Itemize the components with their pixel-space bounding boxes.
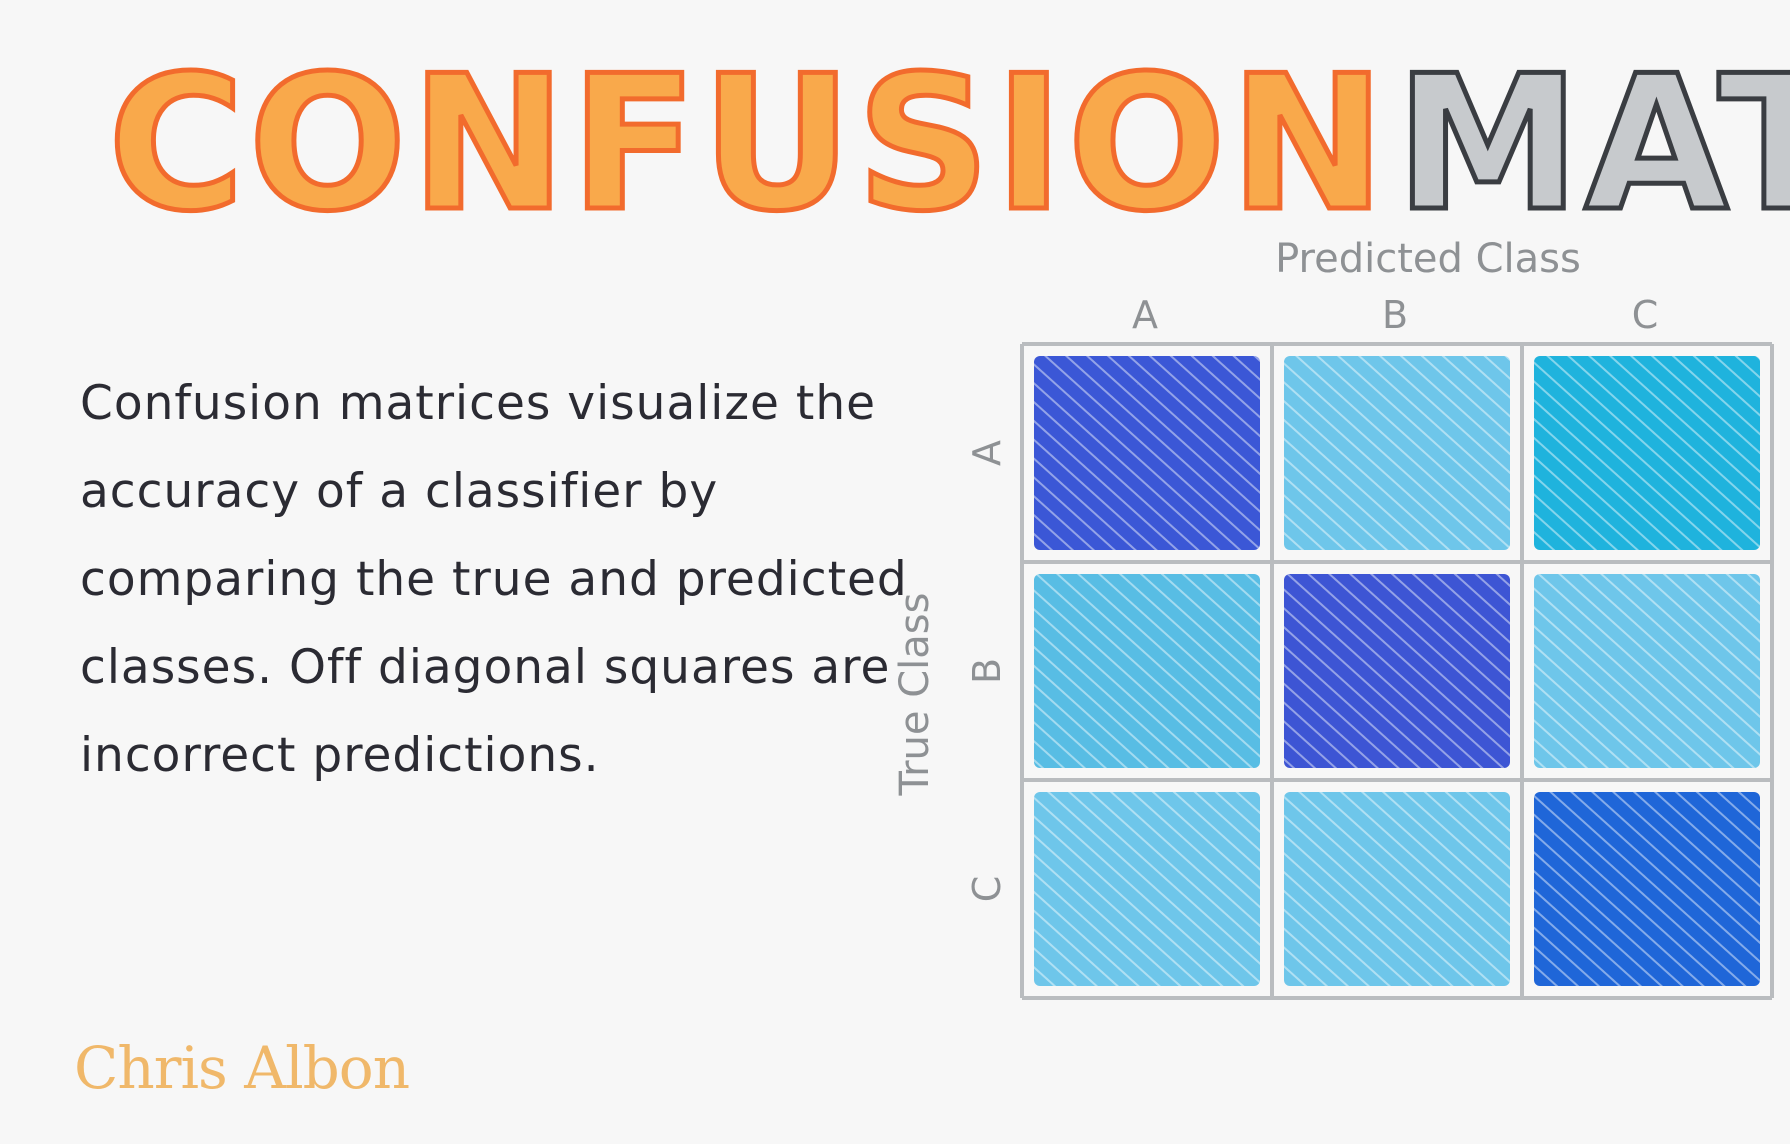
row-labels: A B C xyxy=(965,440,1009,902)
row-label-a: A xyxy=(965,440,1009,466)
matrix-grid xyxy=(1020,342,1774,1000)
row-label-b: B xyxy=(965,658,1009,684)
matrix-cell-b-b xyxy=(1284,574,1510,768)
column-label-b: B xyxy=(1382,293,1408,337)
title-word-confusion: CONFUSION xyxy=(105,35,1390,252)
matrix-cell-a-b xyxy=(1284,356,1510,550)
matrix-cell-b-c xyxy=(1534,574,1760,768)
title-word-matrix: MATRIX xyxy=(1393,35,1790,252)
author-signature: Chris Albon xyxy=(74,1034,410,1102)
column-label-c: C xyxy=(1632,293,1659,337)
y-axis-title: True Class xyxy=(892,593,938,797)
matrix-cell-a-c xyxy=(1534,356,1760,550)
row-label-c: C xyxy=(965,876,1009,903)
x-axis-title: Predicted Class xyxy=(1275,236,1581,282)
page-title: CONFUSION MATRIX xyxy=(105,35,1790,252)
column-labels: A B C xyxy=(1132,293,1658,337)
matrix-cell-a-a xyxy=(1034,356,1260,550)
matrix-cell-b-a xyxy=(1034,574,1260,768)
matrix-cell-c-c xyxy=(1534,792,1760,986)
matrix-cell-c-b xyxy=(1284,792,1510,986)
matrix-cell-c-a xyxy=(1034,792,1260,986)
column-label-a: A xyxy=(1132,293,1158,337)
description-text: Confusion matrices visualize the accurac… xyxy=(80,376,908,783)
matrix-cells xyxy=(1034,356,1760,986)
